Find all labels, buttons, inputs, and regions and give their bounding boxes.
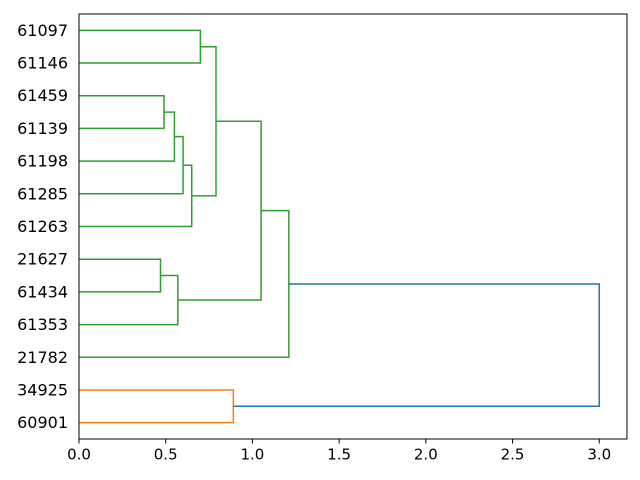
leaf-labels: 61097 61146 61459 61139 61198 61285 61263 21627… (17, 21, 68, 432)
x-tick-label: 1.0 (240, 446, 264, 464)
dendrogram-link (233, 283, 601, 408)
x-tick-label: 1.5 (327, 446, 351, 464)
axes-spines (78, 13, 628, 440)
x-axis: 0.0 0.5 1.0 1.5 2.0 2.5 3.0 (67, 439, 611, 464)
leaf-label: 61459 (17, 86, 68, 105)
x-tick-label: 0.5 (154, 446, 178, 464)
leaf-label: 61139 (17, 119, 68, 138)
leaf-label: 61097 (17, 21, 68, 40)
leaf-label: 21627 (17, 250, 68, 269)
leaf-label: 61198 (17, 152, 68, 171)
leaf-label: 34925 (17, 380, 68, 399)
x-tick-label: 2.5 (501, 446, 525, 464)
x-tick-label: 2.0 (414, 446, 438, 464)
leaf-label: 61434 (17, 282, 68, 301)
x-tick-label: 0.0 (67, 446, 91, 464)
leaf-label: 61353 (17, 315, 68, 334)
leaf-label: 61263 (17, 217, 68, 236)
leaf-label: 61146 (17, 54, 68, 73)
leaf-label: 61285 (17, 184, 68, 203)
x-tick-label: 3.0 (587, 446, 611, 464)
dendrogram-links (79, 29, 601, 424)
leaf-label: 21782 (17, 348, 68, 367)
leaf-label: 60901 (17, 413, 68, 432)
